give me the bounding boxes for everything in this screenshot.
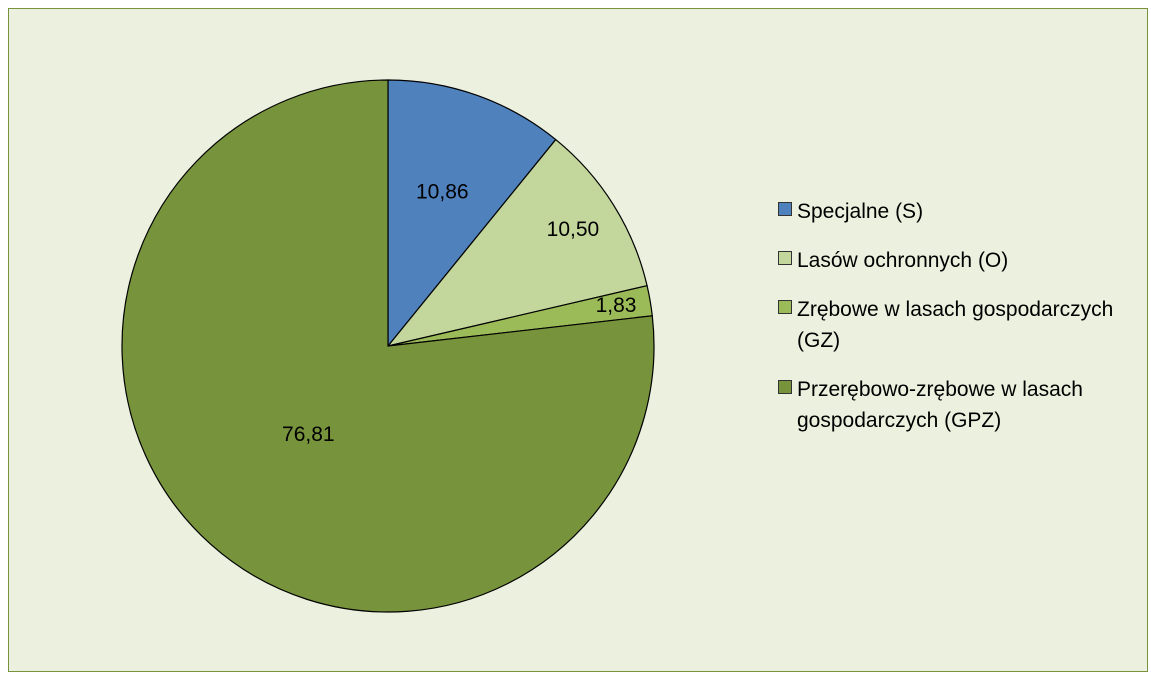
pie-slice <box>386 138 648 347</box>
data-label: 1,83 <box>596 294 637 317</box>
legend-swatch <box>778 300 792 314</box>
legend-label: Przerębowo-zrębowe w lasach gospodarczyc… <box>797 378 1083 432</box>
legend-label: Zrębowe w lasach gospodarczych (GZ) <box>797 298 1114 352</box>
data-label: 10,86 <box>416 181 469 204</box>
legend-swatch <box>778 251 792 265</box>
legend-swatch <box>778 202 792 216</box>
legend-item: Lasów ochronnych (O) <box>778 245 1138 276</box>
pie-slice <box>121 79 655 613</box>
data-label: 10,50 <box>547 218 600 241</box>
legend-label: Lasów ochronnych (O) <box>797 249 1009 272</box>
legend: Specjalne (S) Lasów ochronnych (O) Zrębowe… <box>778 196 1138 454</box>
legend-item: Specjalne (S) <box>778 196 1138 227</box>
legend-swatch <box>778 380 792 394</box>
pie-slice <box>387 79 557 348</box>
legend-item: Przerębowo-zrębowe w lasach gospodarczyc… <box>778 374 1138 436</box>
legend-label: Specjalne (S) <box>797 200 924 223</box>
legend-item: Zrębowe w lasach gospodarczych (GZ) <box>778 294 1138 356</box>
data-label: 76,81 <box>282 423 335 446</box>
